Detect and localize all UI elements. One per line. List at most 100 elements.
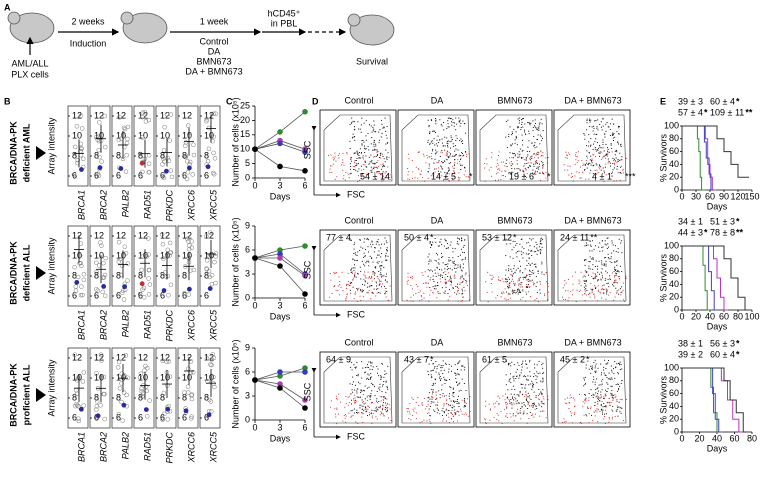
- event: [512, 289, 513, 290]
- event: [378, 263, 379, 264]
- event: [501, 162, 502, 163]
- event: [590, 373, 591, 374]
- event: [350, 163, 351, 164]
- event: [518, 365, 519, 366]
- event: [451, 371, 452, 372]
- event: [462, 276, 463, 277]
- event: [594, 405, 595, 406]
- event: [576, 156, 577, 157]
- event: [569, 398, 570, 399]
- event: [595, 287, 596, 288]
- event: [448, 410, 449, 411]
- event: [452, 395, 453, 396]
- x-tick-label: 6: [302, 180, 307, 190]
- event: [454, 402, 455, 403]
- event: [517, 127, 518, 128]
- x-tick-label: 60: [719, 311, 729, 321]
- event: [377, 255, 378, 256]
- event: [360, 148, 361, 149]
- y-tick-label: 100: [664, 240, 679, 250]
- event: [616, 273, 617, 274]
- event: [592, 154, 593, 155]
- event: [446, 264, 447, 265]
- event: [343, 165, 344, 166]
- event: [519, 120, 520, 121]
- event: [535, 174, 536, 175]
- event: [444, 246, 445, 247]
- event: [444, 137, 445, 138]
- event: [352, 377, 353, 378]
- event: [372, 369, 373, 370]
- x-tick-label: 90: [719, 191, 729, 201]
- event: [589, 397, 590, 398]
- event: [509, 381, 510, 382]
- event: [407, 168, 408, 169]
- event: [621, 292, 622, 293]
- sample-dot: [186, 367, 190, 371]
- event: [537, 152, 538, 153]
- event: [492, 279, 493, 280]
- event: [338, 155, 339, 156]
- event: [598, 399, 599, 400]
- event: [521, 384, 522, 385]
- event: [432, 140, 433, 141]
- event: [606, 266, 607, 267]
- event: [457, 401, 458, 402]
- y-tick-label: 20: [669, 172, 679, 182]
- event: [443, 292, 444, 293]
- event: [618, 276, 619, 277]
- event: [438, 291, 439, 292]
- event: [566, 283, 567, 284]
- event: [527, 375, 528, 376]
- event: [363, 401, 364, 402]
- event: [462, 400, 463, 401]
- event: [448, 118, 449, 119]
- event: [599, 124, 600, 125]
- event: [588, 141, 589, 142]
- event: [457, 284, 458, 285]
- event: [465, 257, 466, 258]
- sample-dot: [103, 273, 107, 277]
- event: [511, 161, 512, 162]
- event: [513, 247, 514, 248]
- event: [384, 374, 385, 375]
- event: [542, 247, 543, 248]
- event: [586, 271, 587, 272]
- event: [595, 392, 596, 393]
- event: [337, 399, 338, 400]
- event: [607, 154, 608, 155]
- event: [367, 374, 368, 375]
- event: [509, 285, 510, 286]
- event: [372, 274, 373, 275]
- y-tick-label: 12: [72, 230, 82, 240]
- event: [360, 397, 361, 398]
- event: [511, 408, 512, 409]
- event: [339, 276, 340, 277]
- event: [429, 270, 430, 271]
- event: [507, 279, 508, 280]
- event: [362, 409, 363, 410]
- event: [538, 250, 539, 251]
- row-label: deficient ALL: [21, 244, 31, 301]
- event: [531, 405, 532, 406]
- event: [529, 258, 530, 259]
- event: [608, 158, 609, 159]
- event: [601, 405, 602, 406]
- event: [428, 412, 429, 413]
- sample-dot: [166, 293, 170, 297]
- event: [449, 261, 450, 262]
- event: [409, 403, 410, 404]
- event: [527, 275, 528, 276]
- event: [416, 412, 417, 413]
- event: [449, 289, 450, 290]
- event: [407, 281, 408, 282]
- event: [434, 411, 435, 412]
- event: [429, 415, 430, 416]
- event: [605, 158, 606, 159]
- event: [445, 291, 446, 292]
- event: [607, 238, 608, 239]
- event: [509, 279, 510, 280]
- event: [523, 411, 524, 412]
- event: [385, 409, 386, 410]
- event: [362, 157, 363, 158]
